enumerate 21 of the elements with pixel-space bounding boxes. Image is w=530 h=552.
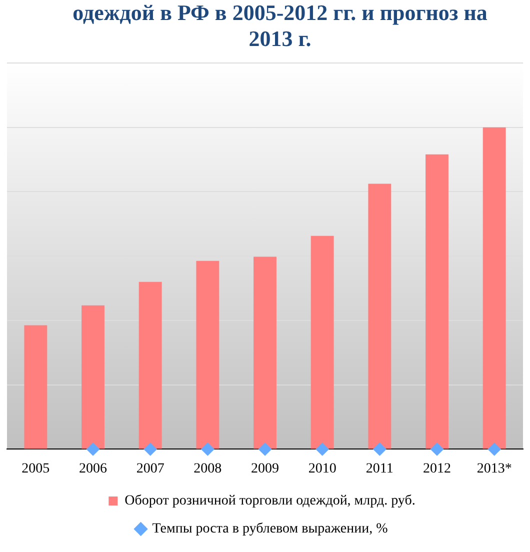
bar (24, 325, 48, 449)
x-tick-label: 2011 (366, 461, 394, 476)
bar (196, 260, 220, 449)
x-tick-label: 2006 (79, 461, 107, 476)
x-tick-label: 2012 (423, 461, 451, 476)
bar (310, 236, 334, 449)
x-tick-label: 2007 (136, 461, 164, 476)
bar (82, 305, 104, 449)
legend-label: Темпы роста в рублевом выражении, % (152, 522, 388, 537)
x-tick-label: 2005 (22, 461, 50, 476)
bar (254, 256, 276, 449)
bar (138, 282, 162, 449)
x-tick-label: 2009 (251, 461, 279, 476)
legend-label: Оборот розничной торговли одеждой, млрд. руб. (124, 494, 416, 509)
bar (426, 154, 448, 449)
chart-title: одеждой в РФ в 2005-2012 гг. и прогноз на 2013 г. (72, 0, 488, 52)
x-tick-label: 2010 (308, 461, 336, 476)
bar (482, 127, 506, 449)
bar (368, 184, 392, 449)
x-tick-label: 2013* (476, 461, 512, 476)
x-tick-label: 2008 (194, 461, 222, 476)
